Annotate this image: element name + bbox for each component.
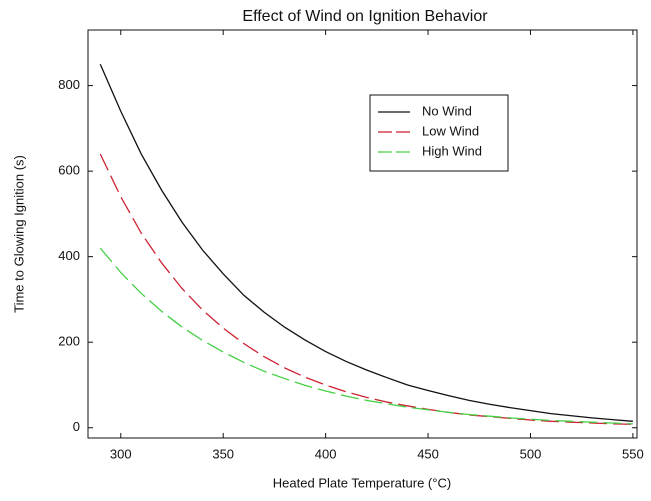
plot-frame	[87, 29, 638, 439]
y-tick-label: 0	[73, 419, 80, 434]
series-line	[99, 247, 633, 425]
y-tick-label: 600	[58, 163, 80, 178]
x-tick-label: 300	[110, 446, 132, 461]
series-line	[99, 63, 633, 422]
y-tick-label: 800	[58, 77, 80, 92]
x-tick-label: 350	[212, 446, 234, 461]
chart-title: Effect of Wind on Ignition Behavior	[242, 8, 488, 25]
x-tick-label: 400	[315, 446, 337, 461]
x-tick-label: 550	[622, 446, 644, 461]
y-tick-label: 200	[58, 334, 80, 349]
y-axis-label: Time to Glowing Ignition (s)	[11, 155, 26, 313]
x-axis-label: Heated Plate Temperature (°C)	[273, 475, 451, 490]
x-tick-label: 450	[417, 446, 439, 461]
legend-label: High Wind	[422, 143, 482, 158]
legend-label: Low Wind	[422, 123, 479, 138]
series-line	[99, 153, 633, 425]
legend-box	[369, 94, 509, 172]
legend-label: No Wind	[422, 103, 472, 118]
x-tick-label: 500	[520, 446, 542, 461]
y-tick-label: 400	[58, 248, 80, 263]
